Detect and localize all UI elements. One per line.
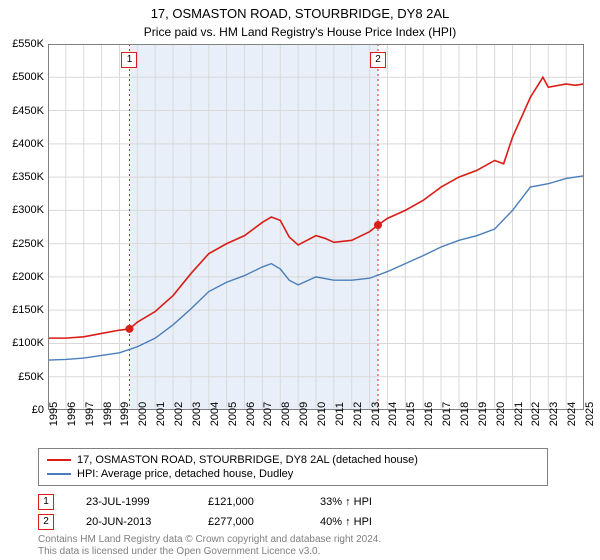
- event-marker-box: 1: [121, 52, 137, 68]
- x-tick-label: 2013: [370, 402, 382, 426]
- event-marker-box: 2: [370, 52, 386, 68]
- x-tick-label: 2011: [334, 402, 346, 426]
- x-tick-label: 2021: [513, 402, 525, 426]
- x-tick-label: 2017: [441, 402, 453, 426]
- event-row: 1 23-JUL-1999 £121,000 33% ↑ HPI: [38, 492, 562, 512]
- x-tick-label: 2006: [245, 402, 257, 426]
- x-tick-label: 2007: [262, 402, 274, 426]
- y-tick-label: £350K: [0, 171, 44, 183]
- x-tick-label: 1996: [66, 402, 78, 426]
- x-tick-label: 2002: [173, 402, 185, 426]
- event-hpi: 40% ↑ HPI: [320, 516, 410, 528]
- x-tick-label: 2003: [191, 402, 203, 426]
- x-tick-label: 2016: [423, 402, 435, 426]
- event-date: 23-JUL-1999: [86, 496, 176, 508]
- x-tick-label: 2005: [227, 402, 239, 426]
- x-tick-label: 2020: [495, 402, 507, 426]
- y-tick-label: £450K: [0, 105, 44, 117]
- x-tick-label: 2025: [584, 402, 596, 426]
- x-tick-label: 2001: [155, 402, 167, 426]
- x-tick-label: 2022: [530, 402, 542, 426]
- chart-plot-area: £0£50K£100K£150K£200K£250K£300K£350K£400…: [48, 44, 584, 410]
- attribution-line: Contains HM Land Registry data © Crown c…: [38, 534, 381, 546]
- legend-item: 17, OSMASTON ROAD, STOURBRIDGE, DY8 2AL …: [47, 453, 539, 467]
- chart-container: 17, OSMASTON ROAD, STOURBRIDGE, DY8 2AL …: [0, 0, 600, 560]
- y-tick-label: £200K: [0, 271, 44, 283]
- legend-label: 17, OSMASTON ROAD, STOURBRIDGE, DY8 2AL …: [77, 454, 418, 466]
- y-tick-label: £250K: [0, 238, 44, 250]
- x-tick-label: 2004: [209, 402, 221, 426]
- event-date: 20-JUN-2013: [86, 516, 176, 528]
- x-tick-label: 1995: [48, 402, 60, 426]
- x-tick-label: 1999: [119, 402, 131, 426]
- chart-svg: [48, 44, 584, 410]
- x-tick-label: 2000: [137, 402, 149, 426]
- x-tick-label: 2019: [477, 402, 489, 426]
- x-tick-label: 2009: [298, 402, 310, 426]
- event-marker: 1: [38, 494, 54, 510]
- x-tick-label: 2010: [316, 402, 328, 426]
- event-price: £277,000: [208, 516, 288, 528]
- y-tick-label: £50K: [0, 371, 44, 383]
- y-tick-label: £300K: [0, 204, 44, 216]
- x-tick-label: 2015: [405, 402, 417, 426]
- x-tick-label: 2014: [387, 402, 399, 426]
- x-tick-label: 2024: [566, 402, 578, 426]
- y-tick-label: £100K: [0, 337, 44, 349]
- events-table: 1 23-JUL-1999 £121,000 33% ↑ HPI 2 20-JU…: [38, 492, 562, 532]
- legend-swatch: [47, 459, 71, 461]
- y-tick-label: £400K: [0, 138, 44, 150]
- legend-label: HPI: Average price, detached house, Dudl…: [77, 468, 293, 480]
- x-tick-label: 2018: [459, 402, 471, 426]
- chart-title: 17, OSMASTON ROAD, STOURBRIDGE, DY8 2AL: [0, 0, 600, 23]
- x-tick-label: 1998: [102, 402, 114, 426]
- chart-subtitle: Price paid vs. HM Land Registry's House …: [0, 23, 600, 39]
- legend-swatch: [47, 473, 71, 475]
- event-row: 2 20-JUN-2013 £277,000 40% ↑ HPI: [38, 512, 562, 532]
- event-price: £121,000: [208, 496, 288, 508]
- legend-item: HPI: Average price, detached house, Dudl…: [47, 467, 539, 481]
- x-tick-label: 2008: [280, 402, 292, 426]
- x-tick-label: 2012: [352, 402, 364, 426]
- legend: 17, OSMASTON ROAD, STOURBRIDGE, DY8 2AL …: [38, 448, 548, 486]
- y-tick-label: £500K: [0, 71, 44, 83]
- x-tick-label: 2023: [548, 402, 560, 426]
- x-tick-label: 1997: [84, 402, 96, 426]
- y-tick-label: £150K: [0, 304, 44, 316]
- y-tick-label: £0: [0, 404, 44, 416]
- y-tick-label: £550K: [0, 38, 44, 50]
- event-marker: 2: [38, 514, 54, 530]
- attribution-line: This data is licensed under the Open Gov…: [38, 546, 381, 558]
- attribution: Contains HM Land Registry data © Crown c…: [38, 534, 381, 558]
- event-hpi: 33% ↑ HPI: [320, 496, 410, 508]
